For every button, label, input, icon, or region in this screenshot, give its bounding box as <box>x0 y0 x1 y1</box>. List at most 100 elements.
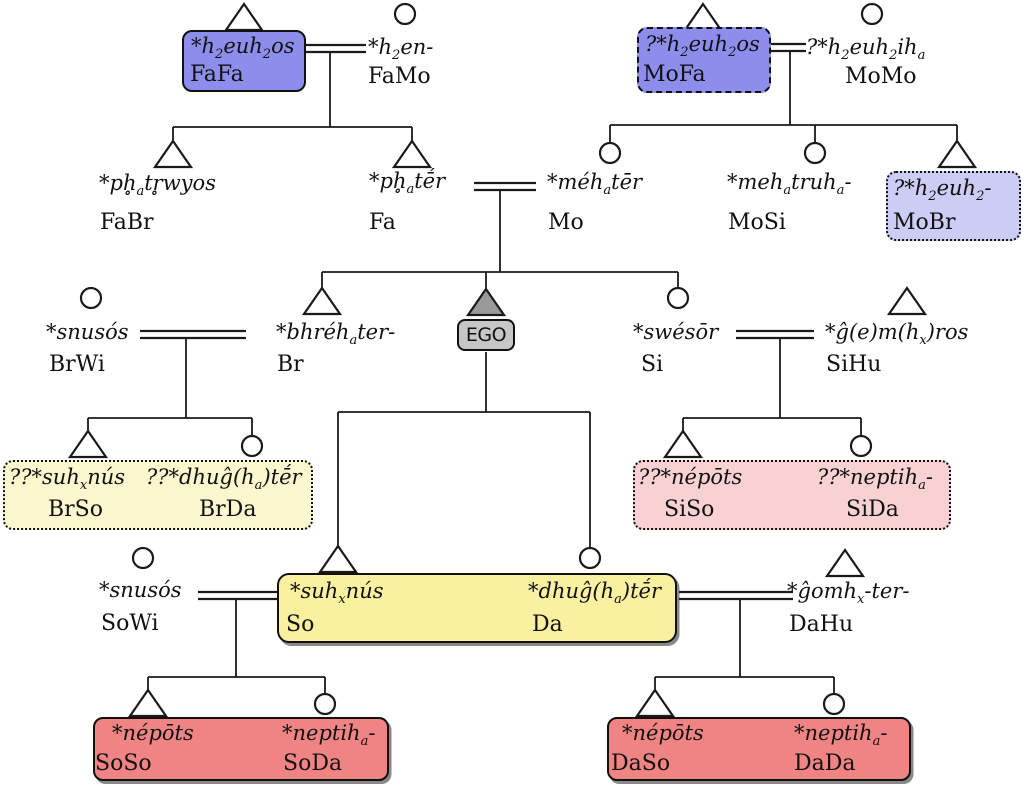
fa-term: *ph̥atḗr <box>369 169 446 198</box>
soso-soda-box <box>93 717 389 781</box>
si-label: Si <box>641 352 664 377</box>
descent-brwi-br <box>87 338 253 437</box>
sowi-label: SoWi <box>101 611 159 636</box>
dahu-term: *ĝomhx-ter- <box>787 579 910 608</box>
mo-term: *méhatēr <box>547 170 643 199</box>
mo-label: Mo <box>548 210 584 235</box>
mofa-term: ?*h2euh2os <box>645 32 760 61</box>
descent-mofa-momo <box>609 51 958 144</box>
daso-term: *népōts <box>622 721 704 745</box>
male-icon-mobr <box>936 139 978 169</box>
br-label: Br <box>277 352 304 377</box>
female-icon-brda <box>240 434 264 458</box>
descent-fafa-famo <box>172 52 413 142</box>
brso-label: BrSo <box>48 497 103 522</box>
fabr-label: FaBr <box>100 210 154 235</box>
soso-term: *népōts <box>112 721 194 745</box>
female-icon-soda <box>313 692 337 716</box>
soda-label: SoDa <box>283 751 343 776</box>
descent-sowi-so <box>147 599 326 695</box>
so-label: So <box>286 612 315 637</box>
marriage-brwi-br <box>140 329 246 340</box>
daso-label: DaSo <box>611 751 671 776</box>
br-term: *bhréhater- <box>276 320 396 349</box>
sida-label: SiDa <box>846 497 899 522</box>
sihu-term: *ĝ(e)m(hx)ros <box>825 320 969 349</box>
mobr-box <box>886 171 1021 241</box>
male-icon-soso <box>127 688 169 718</box>
mofa-label: MoFa <box>643 62 706 87</box>
female-icon-sida <box>849 434 873 458</box>
marriage-fa-mo <box>474 181 536 192</box>
female-icon-si <box>666 286 690 310</box>
marriage-si-sihu <box>736 329 814 340</box>
male-icon-dahu <box>824 548 866 578</box>
female-icon-da <box>578 546 602 570</box>
so-da-box <box>277 573 677 643</box>
male-icon-fabr <box>152 139 194 169</box>
momo-label: MoMo <box>845 64 917 89</box>
marriage-lines <box>140 42 814 601</box>
female-icon-mo <box>598 141 622 165</box>
da-term: *dhuĝ(ha)tḗr <box>528 579 662 608</box>
marriage-mofa-momo <box>771 42 806 53</box>
male-icon-fafa <box>223 2 265 32</box>
marriage-fafa-famo <box>306 43 366 54</box>
male-icon-siso <box>662 429 704 459</box>
soda-term: *neptiha- <box>282 721 376 750</box>
daso-dada-box <box>607 717 911 781</box>
siso-term: ??*népōts <box>638 465 743 489</box>
fafa-label: FaFa <box>190 62 244 87</box>
descent-ego <box>337 352 591 549</box>
female-icon-momo <box>860 2 884 26</box>
dada-term: *neptiha- <box>794 721 888 750</box>
descent-si-sihu <box>682 338 862 437</box>
male-icon-sihu <box>886 286 928 316</box>
mobr-label: MoBr <box>893 210 956 235</box>
kin-symbols <box>67 2 978 718</box>
mosi-term: *mehatruha- <box>727 170 852 199</box>
siso-sida-box <box>633 460 951 530</box>
brso-brda-box <box>3 460 313 530</box>
female-icon-sowi <box>131 546 155 570</box>
female-icon-brwi <box>79 286 103 310</box>
siso-label: SiSo <box>664 497 715 522</box>
male-icon-brso <box>67 429 109 459</box>
mobr-term: ?*h2euh2- <box>893 176 992 205</box>
sowi-term: *snusós <box>99 578 182 602</box>
brda-label: BrDa <box>199 497 257 522</box>
si-term: *swésōr <box>633 320 719 344</box>
mofa-box <box>637 27 771 93</box>
male-icon-so <box>317 544 359 574</box>
brda-term: ??*dhuĝ(ha)tḗr <box>146 465 302 494</box>
sida-term: ??*neptiha- <box>817 465 933 494</box>
momo-term: ?*h2euh2iha <box>806 35 926 64</box>
male-icon-ego <box>465 287 507 317</box>
famo-label: FaMo <box>368 64 431 89</box>
ego-box: EGO <box>457 319 515 351</box>
fa-label: Fa <box>369 210 396 235</box>
male-icon-br <box>301 286 343 316</box>
female-icon-dada <box>822 692 846 716</box>
descent-fa-mo <box>321 190 679 290</box>
fafa-box <box>182 30 306 92</box>
brwi-label: BrWi <box>49 352 105 377</box>
fafa-term: *h2euh2os <box>191 34 295 63</box>
marriage-sowi-so <box>198 590 279 601</box>
dahu-label: DaHu <box>789 612 854 637</box>
descent-da-dahu <box>654 599 835 695</box>
soso-label: SoSo <box>95 751 152 776</box>
brso-term: ??*suhxnús <box>9 465 126 494</box>
brwi-term: *snusós <box>46 320 129 344</box>
mosi-label: MoSi <box>728 210 786 235</box>
female-icon-famo <box>393 2 417 26</box>
female-icon-mosi <box>803 141 827 165</box>
dada-label: DaDa <box>794 751 856 776</box>
fabr-term: *ph̥atr̥wyos <box>99 171 216 200</box>
famo-term: *h2en- <box>368 35 434 64</box>
so-term: *suhxnús <box>290 579 384 608</box>
male-icon-daso <box>634 688 676 718</box>
descent-lines <box>87 51 958 695</box>
